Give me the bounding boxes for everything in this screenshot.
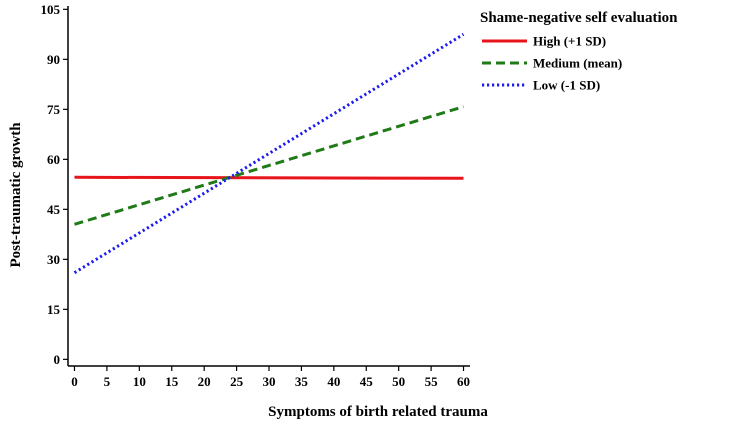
legend: Shame-negative self evaluation High (+1 … <box>480 10 678 93</box>
y-tick-label: 0 <box>54 352 61 367</box>
series-lines <box>73 33 465 274</box>
ticks: 0 5 10 15 20 25 30 35 40 45 50 55 60 0 15 30 45 60 75 90 105 <box>41 2 471 389</box>
x-tick-label: 40 <box>327 374 340 389</box>
x-tick-label: 45 <box>360 374 374 389</box>
legend-label: Medium (mean) <box>533 56 622 71</box>
x-tick-label: 25 <box>230 374 244 389</box>
y-tick-label: 105 <box>41 2 61 17</box>
x-tick-label: 50 <box>392 374 405 389</box>
axes <box>67 6 470 367</box>
series-line <box>74 105 464 226</box>
x-tick-label: 55 <box>425 374 439 389</box>
x-tick-label: 10 <box>133 374 146 389</box>
y-tick-label: 45 <box>47 202 61 217</box>
y-axis-title: Post-traumatic growth <box>8 122 24 268</box>
y-tick-label: 75 <box>47 102 61 117</box>
series-line <box>73 33 465 274</box>
x-tick-label: 30 <box>263 374 276 389</box>
legend-items: High (+1 SD) Medium (mean) Low (-1 SD) <box>482 34 622 93</box>
x-tick-label: 60 <box>457 374 470 389</box>
y-tick-label: 60 <box>47 152 60 167</box>
x-tick-label: 35 <box>295 374 309 389</box>
x-axis-title: Symptoms of birth related trauma <box>268 404 488 420</box>
legend-label: Low (-1 SD) <box>533 78 600 93</box>
series-line <box>74 175 464 180</box>
y-tick-label: 15 <box>47 302 61 317</box>
legend-title: Shame-negative self evaluation <box>480 10 678 26</box>
x-tick-label: 5 <box>104 374 111 389</box>
y-tick-label: 90 <box>47 52 60 67</box>
x-tick-label: 0 <box>71 374 78 389</box>
legend-label: High (+1 SD) <box>533 34 606 49</box>
y-tick-label: 30 <box>47 252 60 267</box>
x-tick-label: 15 <box>165 374 179 389</box>
x-tick-label: 20 <box>198 374 211 389</box>
